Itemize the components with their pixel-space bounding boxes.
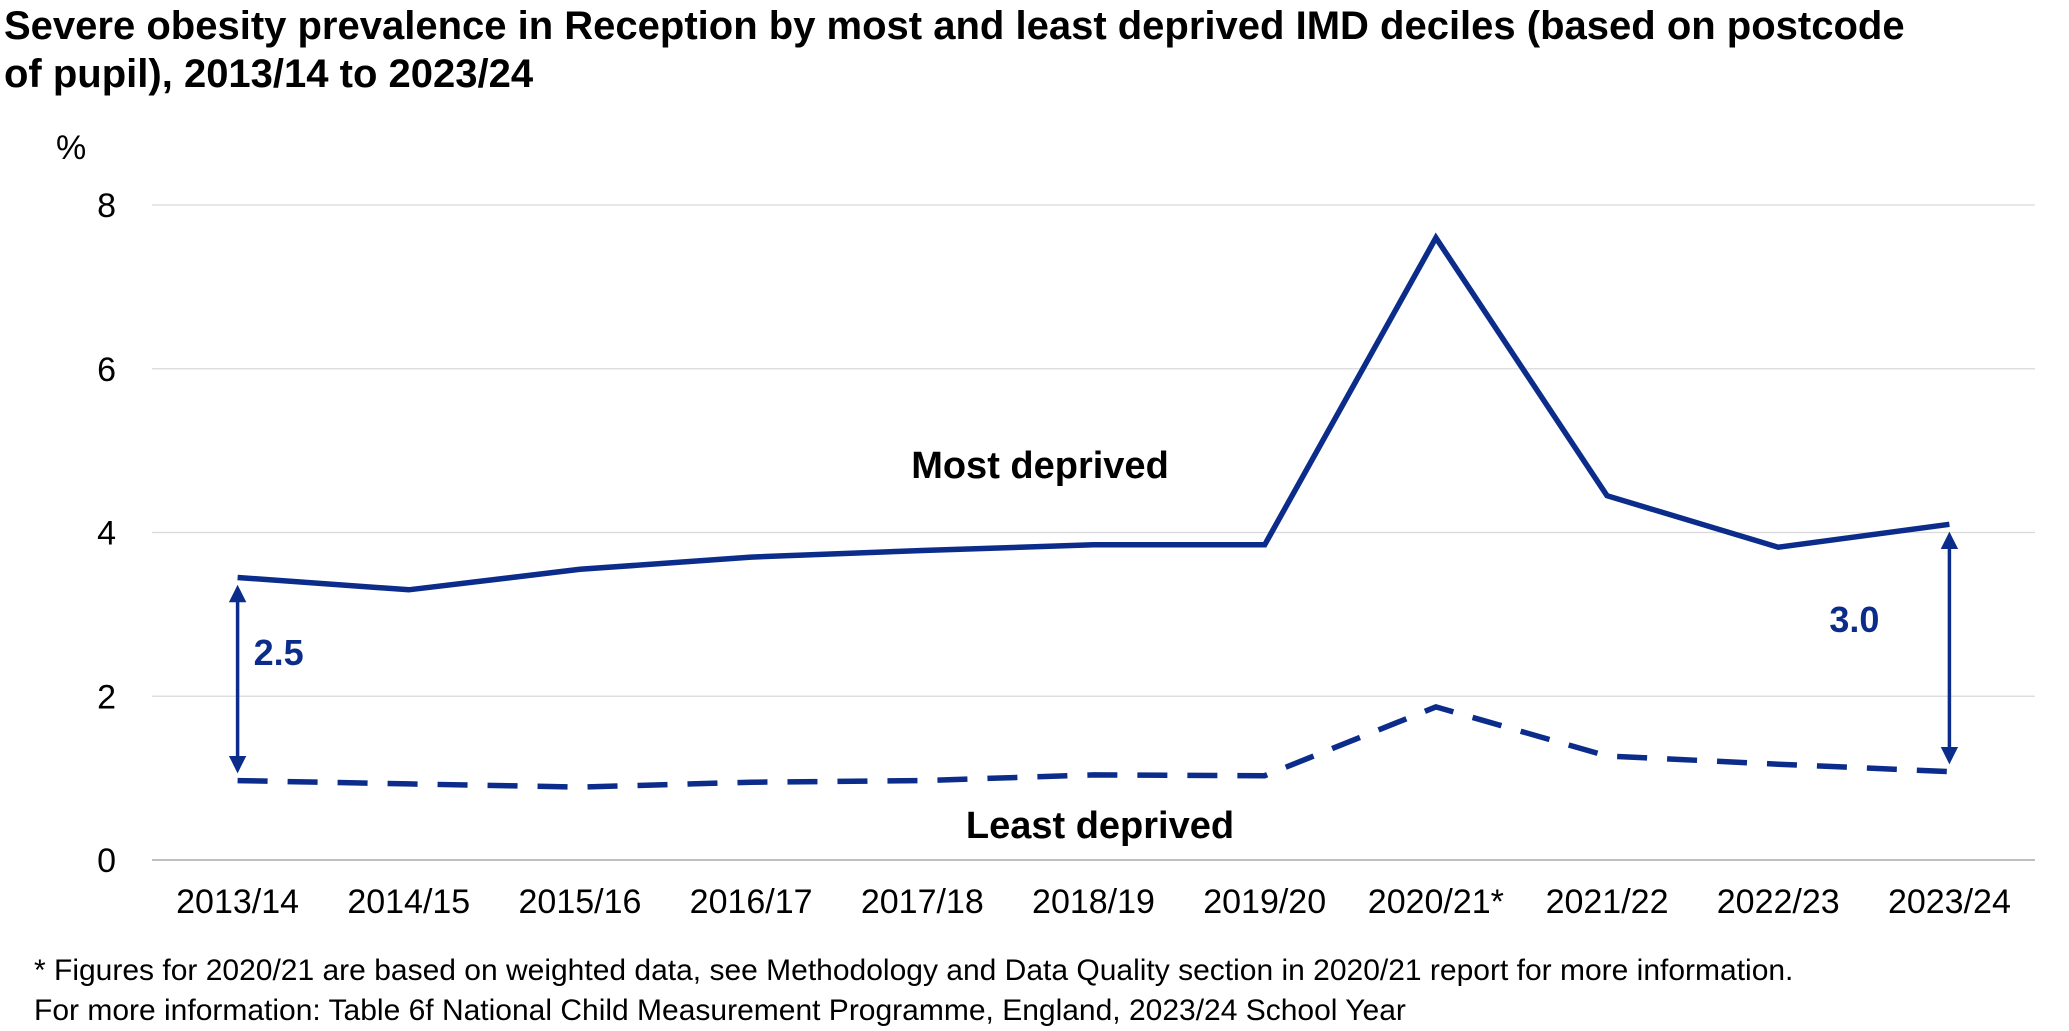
y-tick-label: 0 [97, 842, 116, 880]
gap-label-2023: 3.0 [1829, 599, 1879, 640]
series-labels: Most deprived Least deprived [911, 445, 1234, 847]
x-tick-label: 2021/22 [1546, 883, 1669, 921]
x-tick-label: 2020/21* [1368, 883, 1504, 921]
y-axis-unit-label: % [56, 129, 86, 167]
x-axis-tick-labels: 2013/14 2014/15 2015/16 2016/17 2017/18 2018/… [176, 883, 2011, 921]
x-tick-label: 2022/23 [1717, 883, 1840, 921]
y-tick-label: 8 [97, 187, 116, 225]
x-tick-label: 2018/19 [1032, 883, 1155, 921]
least-deprived-series-line [237, 703, 1950, 790]
y-axis-tick-labels: 0 2 4 6 8 [97, 187, 116, 880]
y-tick-label: 4 [97, 515, 116, 553]
footnote-weighted-data: * Figures for 2020/21 are based on weigh… [34, 954, 1793, 987]
gap-label-2013: 2.5 [254, 632, 304, 673]
chart-title-line-1: Severe obesity prevalence in Reception b… [4, 4, 1905, 48]
footnote-source: For more information: Table 6f National … [34, 994, 1406, 1027]
series-lines [237, 232, 1950, 790]
gap-annotations: 2.5 3.0 [228, 531, 1959, 774]
gridlines [152, 204, 2035, 861]
x-tick-label: 2023/24 [1888, 883, 2011, 921]
series-label-most-deprived: Most deprived [911, 445, 1169, 487]
y-tick-label: 6 [97, 351, 116, 389]
x-tick-label: 2015/16 [519, 883, 642, 921]
x-tick-label: 2019/20 [1203, 883, 1326, 921]
chart-title-line-2: of pupil), 2013/14 to 2023/24 [4, 52, 534, 96]
x-tick-label: 2014/15 [347, 883, 470, 921]
x-tick-label: 2013/14 [176, 883, 299, 921]
most-deprived-series-line [237, 232, 1950, 593]
y-tick-label: 2 [97, 678, 116, 716]
series-label-least-deprived: Least deprived [966, 805, 1234, 847]
x-tick-label: 2017/18 [861, 883, 984, 921]
x-tick-label: 2016/17 [690, 883, 813, 921]
